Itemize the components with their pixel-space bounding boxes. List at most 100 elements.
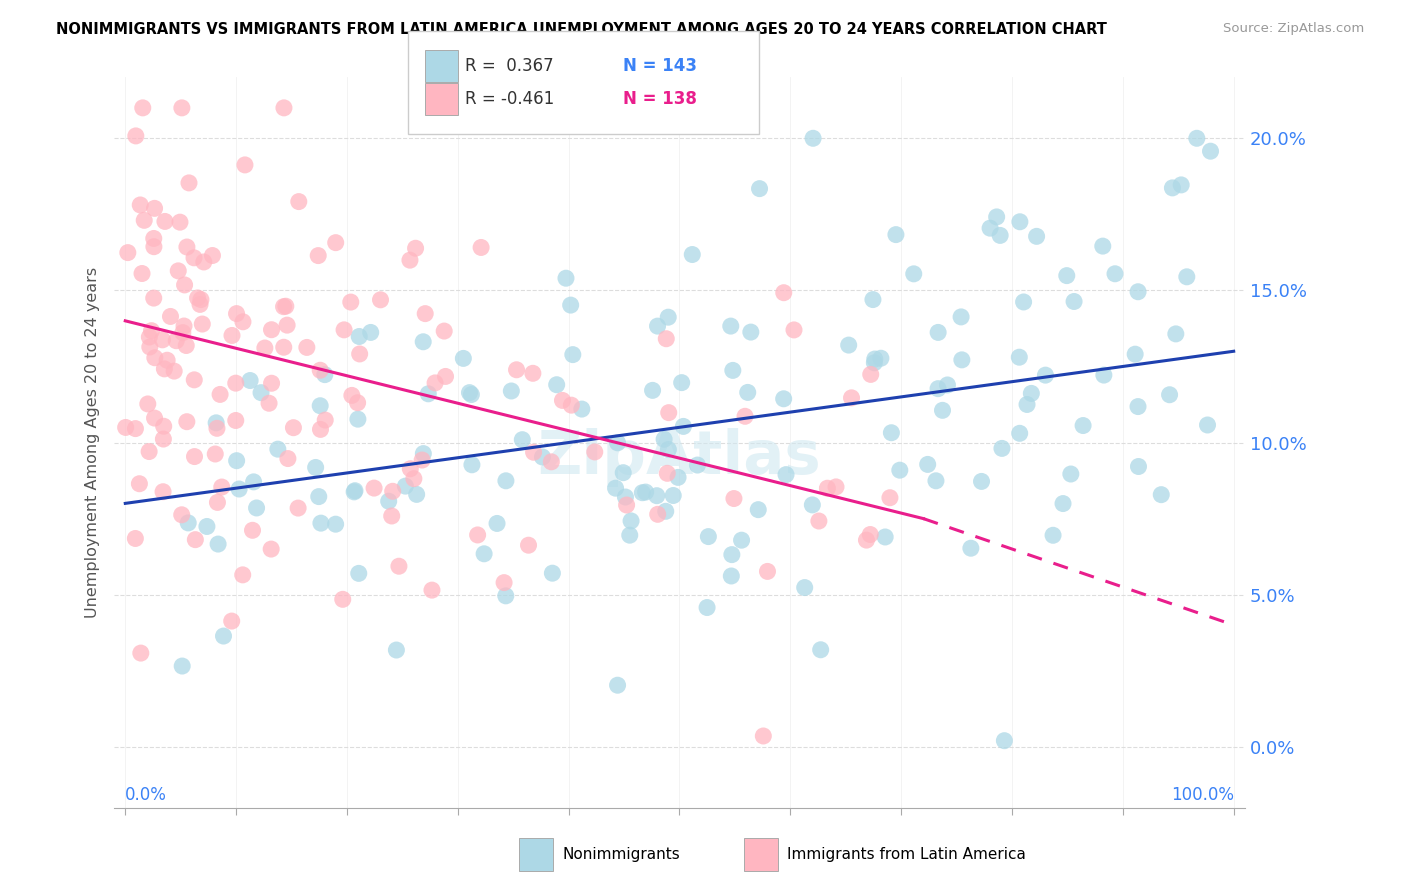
Point bbox=[1025, 229, 1047, 244]
Point bbox=[657, 442, 679, 457]
Point bbox=[125, 128, 148, 143]
Point bbox=[370, 293, 392, 307]
Point bbox=[221, 328, 243, 343]
Point bbox=[193, 255, 215, 269]
Point bbox=[494, 575, 516, 590]
Point bbox=[143, 351, 166, 365]
Point bbox=[696, 600, 718, 615]
Point bbox=[360, 326, 382, 340]
Point bbox=[884, 227, 907, 242]
Point bbox=[605, 481, 627, 495]
Point bbox=[960, 541, 983, 556]
Point bbox=[838, 338, 860, 352]
Point bbox=[571, 402, 593, 417]
Point bbox=[233, 158, 256, 172]
Point bbox=[165, 334, 187, 348]
Point bbox=[423, 376, 446, 390]
Point bbox=[277, 451, 299, 466]
Point bbox=[159, 310, 181, 324]
Point bbox=[1092, 368, 1115, 383]
Point bbox=[402, 472, 425, 486]
Point bbox=[917, 458, 939, 472]
Point bbox=[979, 221, 1001, 235]
Point bbox=[555, 271, 578, 285]
Point bbox=[394, 479, 416, 493]
Point bbox=[546, 377, 568, 392]
Point bbox=[242, 475, 264, 489]
Point bbox=[666, 470, 689, 484]
Point bbox=[657, 467, 679, 481]
Point bbox=[381, 484, 404, 499]
Point bbox=[183, 373, 205, 387]
Point bbox=[260, 376, 283, 391]
Point bbox=[783, 323, 806, 337]
Point bbox=[1199, 145, 1222, 159]
Point bbox=[801, 131, 824, 145]
Point bbox=[388, 559, 411, 574]
Point bbox=[314, 413, 336, 427]
Point bbox=[1071, 418, 1094, 433]
Point bbox=[950, 310, 973, 324]
Point bbox=[1063, 294, 1085, 309]
Point bbox=[142, 231, 165, 245]
Point bbox=[1104, 267, 1126, 281]
Point bbox=[927, 326, 949, 340]
Text: 100.0%: 100.0% bbox=[1171, 786, 1233, 804]
Point bbox=[1012, 295, 1035, 310]
Point bbox=[875, 530, 897, 544]
Point bbox=[211, 480, 233, 494]
Point bbox=[309, 363, 332, 377]
Point bbox=[631, 485, 654, 500]
Point bbox=[561, 348, 583, 362]
Point bbox=[654, 504, 676, 518]
Point bbox=[720, 569, 742, 583]
Point bbox=[614, 490, 637, 504]
Point bbox=[560, 298, 582, 312]
Point bbox=[245, 500, 267, 515]
Point bbox=[250, 385, 273, 400]
Point bbox=[420, 583, 443, 598]
Point bbox=[205, 421, 228, 435]
Point bbox=[859, 527, 882, 541]
Point bbox=[461, 458, 484, 472]
Point bbox=[176, 415, 198, 429]
Point bbox=[257, 396, 280, 410]
Point bbox=[177, 516, 200, 530]
Point bbox=[152, 419, 174, 434]
Point bbox=[1035, 368, 1057, 383]
Point bbox=[228, 482, 250, 496]
Point bbox=[825, 480, 848, 494]
Point bbox=[253, 341, 276, 355]
Point bbox=[187, 291, 209, 305]
Point bbox=[1126, 285, 1149, 299]
Point bbox=[986, 210, 1008, 224]
Point bbox=[505, 363, 527, 377]
Point bbox=[232, 567, 254, 582]
Point bbox=[176, 240, 198, 254]
Point bbox=[276, 318, 298, 332]
Point bbox=[458, 385, 481, 400]
Point bbox=[172, 326, 194, 340]
Point bbox=[1170, 178, 1192, 192]
Point bbox=[405, 487, 427, 501]
Point bbox=[260, 323, 283, 337]
Point bbox=[309, 399, 332, 413]
Point bbox=[672, 419, 695, 434]
Point bbox=[879, 491, 901, 505]
Point bbox=[870, 351, 893, 366]
Point bbox=[307, 249, 329, 263]
Point bbox=[855, 533, 877, 548]
Point bbox=[467, 528, 489, 542]
Point bbox=[136, 397, 159, 411]
Point bbox=[131, 267, 153, 281]
Point bbox=[1159, 388, 1181, 402]
Point bbox=[273, 101, 295, 115]
Point bbox=[472, 547, 495, 561]
Point bbox=[434, 369, 457, 384]
Point bbox=[807, 514, 830, 528]
Point bbox=[1185, 131, 1208, 145]
Point bbox=[314, 368, 336, 382]
Point bbox=[333, 323, 356, 337]
Point bbox=[225, 376, 247, 391]
Point bbox=[495, 474, 517, 488]
